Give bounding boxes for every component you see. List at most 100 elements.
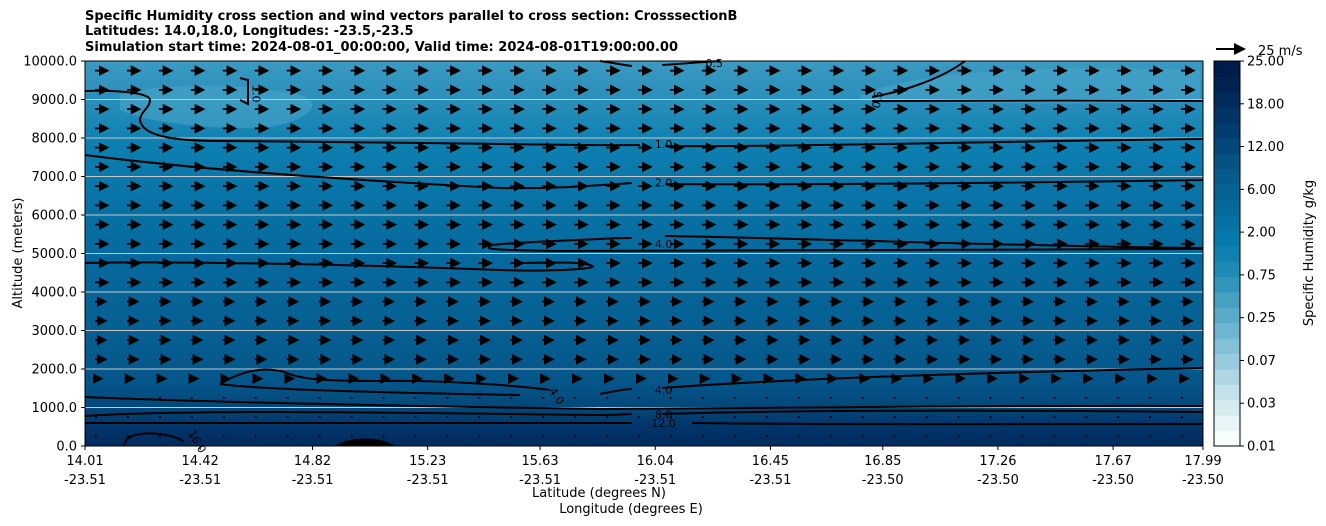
contour-4-0-lower-left [219, 368, 551, 391]
x-tick-label-lat: 16.45 [752, 454, 789, 469]
colorbar-tick-label: 6.00 [1247, 183, 1276, 198]
contour-label: 2.0 [655, 176, 673, 189]
colorbar-segment [1214, 230, 1240, 247]
colorbar-tick-label: 25.00 [1247, 55, 1284, 70]
colorbar-tick-label: 18.00 [1247, 97, 1284, 112]
colorbar-segment [1214, 122, 1240, 139]
colorbar-segment [1214, 415, 1240, 432]
colorbar-segment [1214, 322, 1240, 339]
x-tick-label-lon: -23.51 [634, 473, 676, 488]
colorbar-tick-label: 12.00 [1247, 140, 1284, 155]
y-tick-label: 1000.0 [32, 401, 78, 416]
colorbar-tick-label: 0.75 [1247, 268, 1276, 283]
colorbar-label: Specific Humidity g/kg [1302, 180, 1317, 326]
colorbar-segment [1214, 430, 1240, 447]
colorbar: 0.01 0.03 0.07 0.25 0.75 2.00 6.00 12.00 18.00 25… [1213, 55, 1284, 455]
wind-vectors [92, 65, 1196, 438]
y-tick-label: 2000.0 [32, 363, 78, 378]
x-axis: 14.01 -23.51 14.42 -23.51 14.82 -23.51 15.23 -2… [64, 446, 1224, 488]
colorbar-segment [1214, 61, 1240, 77]
y-tick-label: 5000.0 [32, 247, 78, 262]
x-tick-label-lon: -23.51 [64, 473, 106, 488]
y-tick-label: 10000.0 [23, 55, 77, 70]
contour-6-0 [84, 396, 1204, 411]
contour-8-0-right [661, 409, 1204, 415]
chart-title-line-1: Specific Humidity cross section and wind… [85, 9, 738, 24]
x-tick-label-lat: 14.82 [294, 454, 331, 469]
contour-label: 0.5 [705, 57, 723, 70]
contour-4-0-lower-left-b [219, 383, 521, 396]
x-tick-label-lat: 17.99 [1184, 454, 1221, 469]
colorbar-segment [1214, 184, 1240, 201]
colorbar-segment [1214, 245, 1240, 262]
x-tick-label-lon: -23.51 [179, 473, 221, 488]
contour-4-0-upper-lower [487, 244, 1204, 253]
contour-0-5-top [599, 60, 633, 67]
gridlines [85, 99, 1203, 408]
x-tick-label-lon: -23.50 [862, 473, 904, 488]
contour-4-0-lower-mid [599, 388, 633, 395]
colorbar-segment [1214, 369, 1240, 385]
x-tick-label-lon: -23.51 [519, 473, 561, 488]
colorbar-frame [1213, 60, 1241, 447]
contour-lines [84, 60, 1204, 447]
contour-8-0-left [84, 411, 633, 417]
colorbar-segment [1214, 91, 1240, 108]
colorbar-segment [1214, 384, 1240, 401]
y-tick-label: 8000.0 [32, 132, 78, 147]
contour-2-0-right [664, 179, 1204, 186]
colorbar-segment [1214, 399, 1240, 416]
colorbar-segment [1214, 215, 1240, 231]
y-tick-label: 0.0 [56, 440, 77, 455]
x-tick-label-lat: 14.42 [182, 454, 219, 469]
y-tick-label: 9000.0 [32, 93, 78, 108]
colorbar-segment [1214, 353, 1240, 370]
y-axis-label: Altitude (meters) [11, 198, 26, 309]
x-tick-label-lat: 16.85 [864, 454, 901, 469]
chart-title-line-2: Latitudes: 14.0,18.0, Longitudes: -23.5,… [85, 24, 414, 39]
contour-label: 1.0 [249, 85, 262, 103]
colorbar-segment [1214, 76, 1240, 93]
chart-title-line-3: Simulation start time: 2024-08-01_00:00:… [85, 40, 678, 55]
contour-1-0-left [84, 89, 641, 147]
contour-label: 8.0 [655, 408, 673, 421]
contour-4-0-lower-right [661, 367, 1204, 389]
colorbar-segment [1214, 199, 1240, 216]
contour-0-5-right [871, 60, 966, 98]
x-tick-label-lon: -23.50 [1092, 473, 1134, 488]
colorbar-segment [1214, 153, 1240, 170]
x-tick-label-lat: 17.67 [1095, 454, 1132, 469]
surface-dark-blob [335, 438, 395, 446]
x-tick-label-lat: 17.26 [979, 454, 1016, 469]
colorbar-segment [1214, 276, 1240, 293]
colorbar-segment [1214, 261, 1240, 278]
colorbar-tick-label: 0.01 [1247, 440, 1276, 455]
contour-label: 12.0 [651, 417, 676, 430]
x-tick-label-lon: -23.51 [292, 473, 334, 488]
y-tick-label: 7000.0 [32, 170, 78, 185]
contour-label: 4.0 [655, 238, 673, 251]
contour-4-0-upper-right [664, 235, 1204, 249]
x-tick-label-lon: -23.50 [1182, 473, 1224, 488]
contour-label: 4.0 [655, 384, 673, 397]
quiver-key-label: 25 m/s [1258, 44, 1303, 59]
x-axis-label-latitude: Latitude (degrees N) [532, 486, 666, 501]
y-axis: 0.0 1000.0 2000.0 3000.0 4000.0 5000.0 6000.0 7… [23, 55, 85, 455]
colorbar-tick-label: 0.25 [1247, 311, 1276, 326]
x-tick-label-lat: 15.63 [521, 454, 558, 469]
colorbar-segment [1214, 168, 1240, 185]
x-tick-label-lon: -23.51 [407, 473, 449, 488]
contour-1-0-small [239, 77, 249, 106]
contour-16-0 [123, 432, 185, 447]
x-tick-label-lon: -23.50 [977, 473, 1019, 488]
x-tick-label-lat: 14.01 [66, 454, 103, 469]
x-tick-label-lat: 16.04 [637, 454, 674, 469]
y-tick-label: 4000.0 [32, 286, 78, 301]
y-tick-label: 3000.0 [32, 324, 78, 339]
contour-label: 1.0 [655, 138, 673, 151]
contour-1-0-right [664, 138, 1204, 148]
x-axis-label-longitude: Longitude (degrees E) [559, 502, 703, 517]
colorbar-segment [1214, 292, 1240, 308]
x-tick-label-lon: -23.51 [749, 473, 791, 488]
